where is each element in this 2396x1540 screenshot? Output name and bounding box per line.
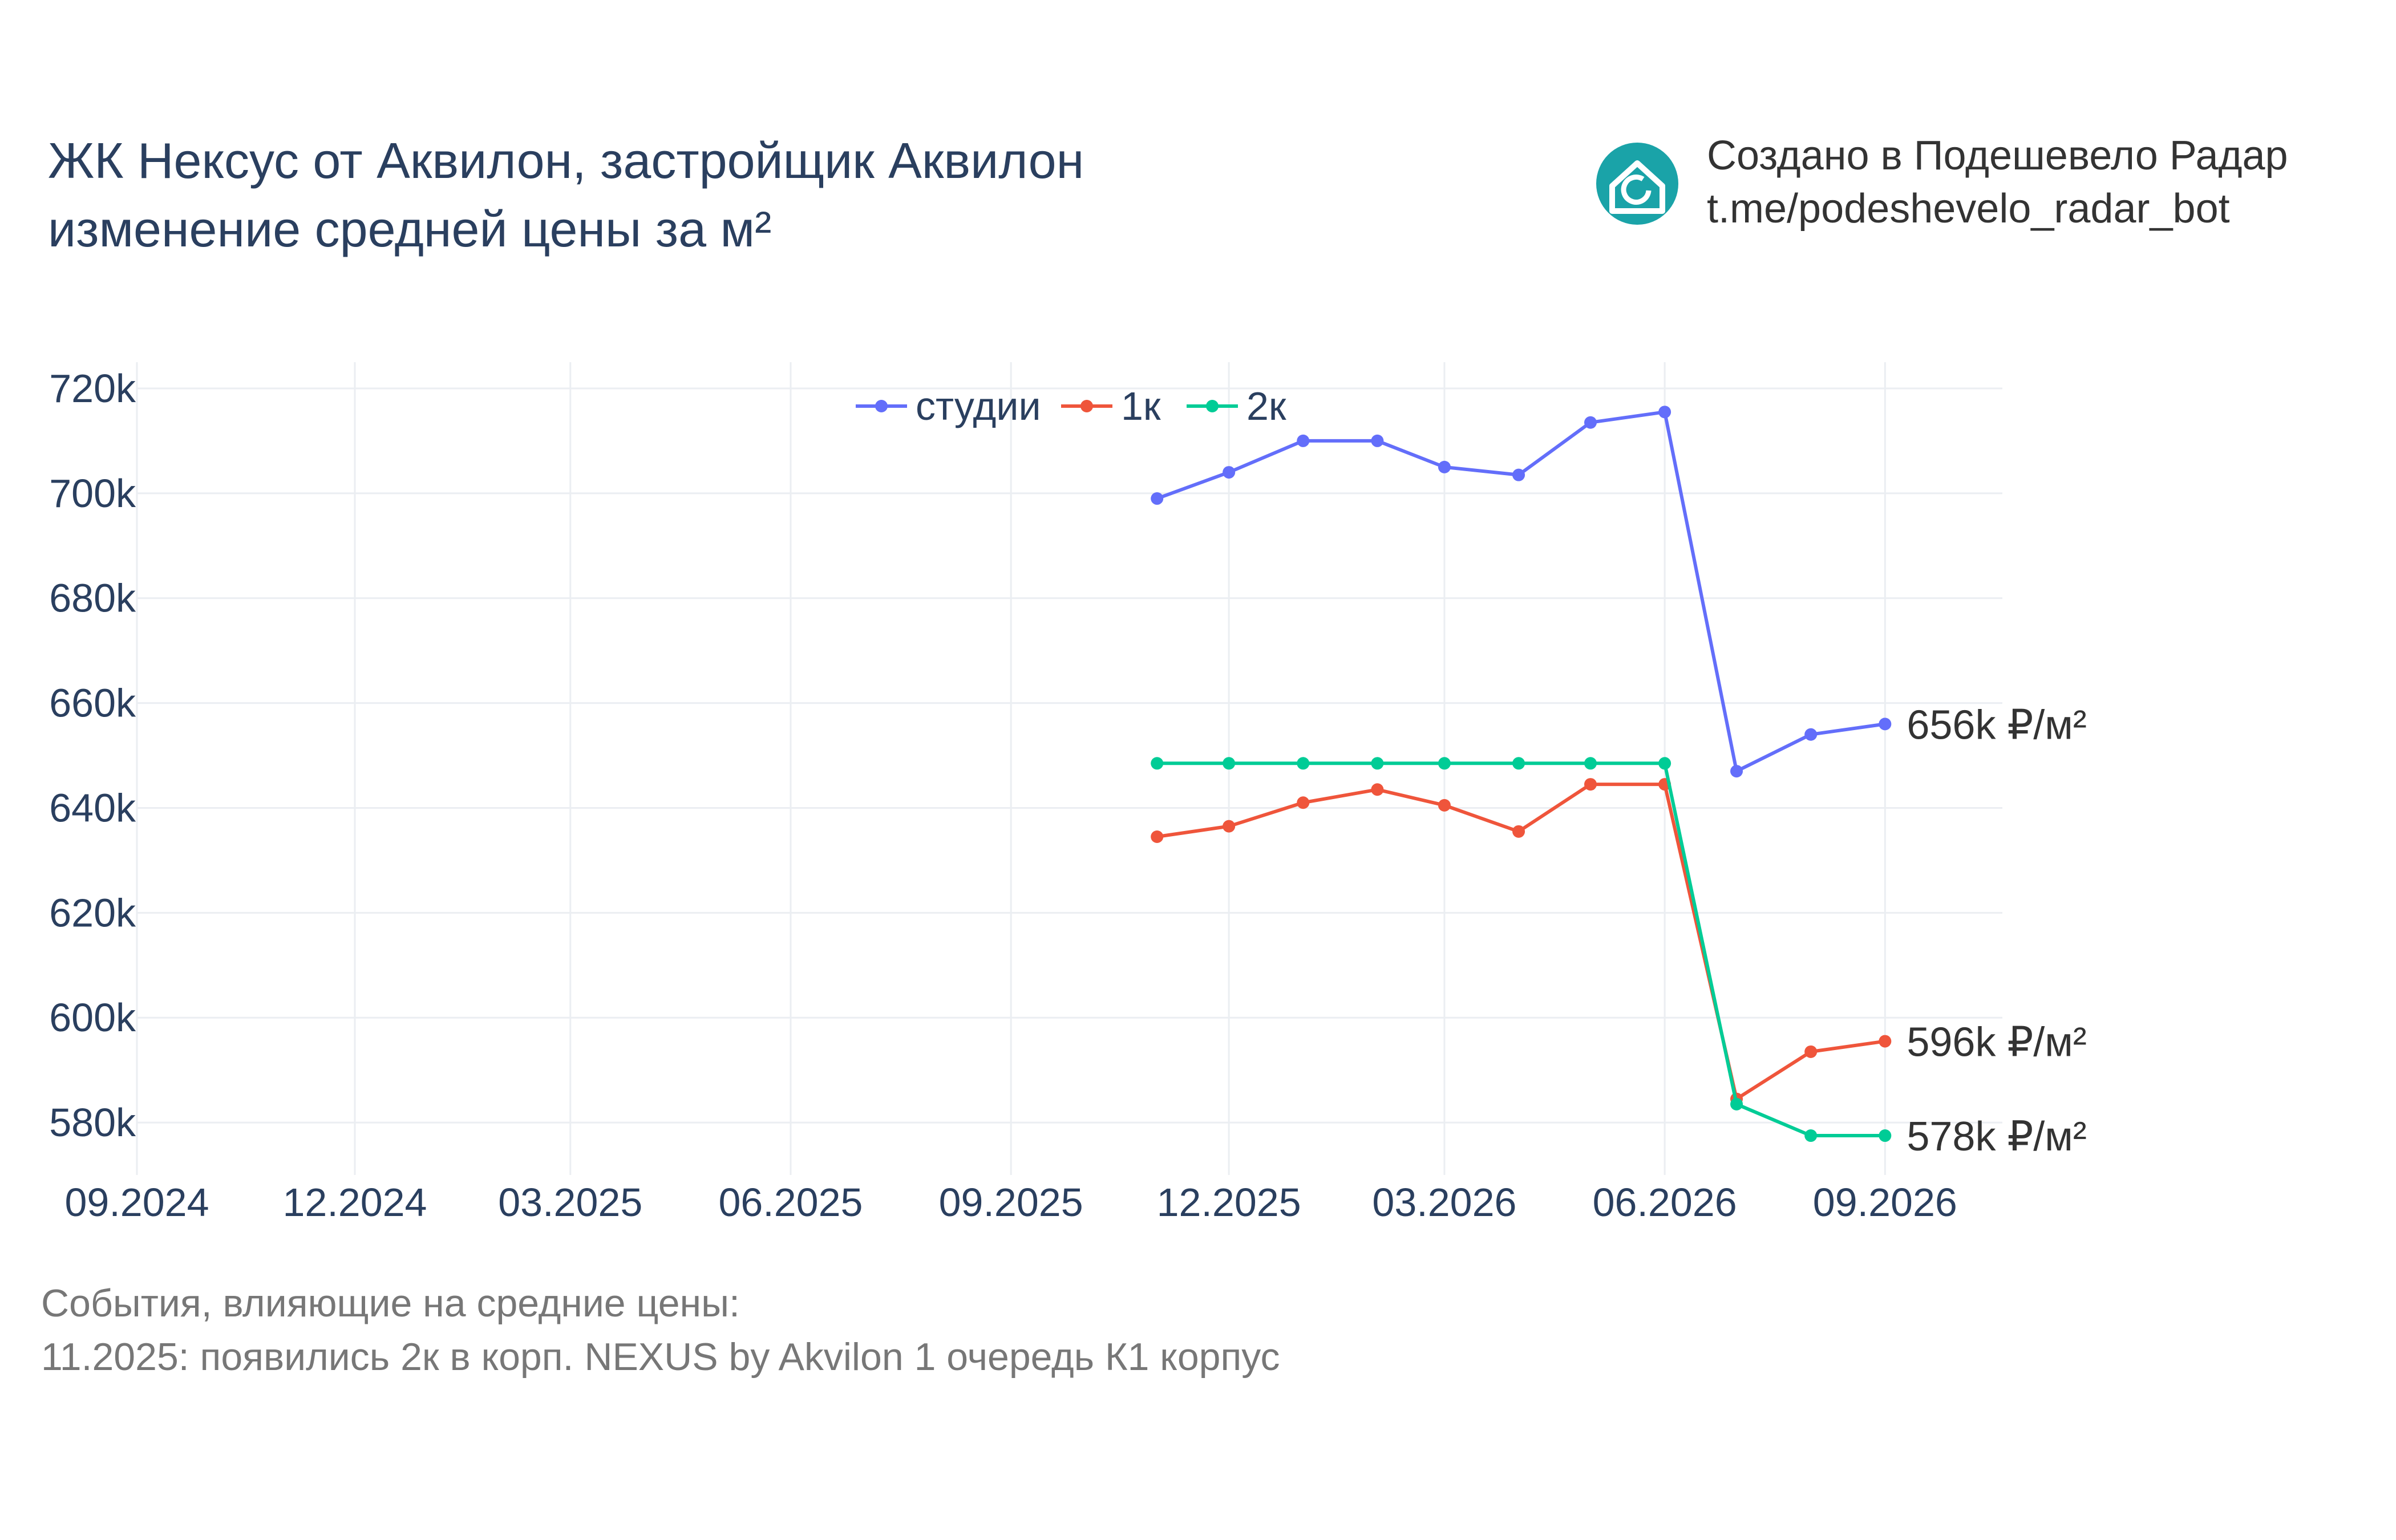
- end-label: 578k ₽/м²: [1907, 1114, 2086, 1160]
- data-point: [1879, 1129, 1892, 1142]
- data-point: [1584, 757, 1597, 770]
- data-point: [1371, 757, 1384, 770]
- data-point: [1438, 757, 1451, 770]
- y-tick-label: 700k: [49, 471, 136, 516]
- y-tick-label: 720k: [49, 366, 136, 411]
- legend-item: студии: [856, 384, 1041, 428]
- end-labels: 656k ₽/м² 596k ₽/м² 578k ₽/м²: [1907, 702, 2086, 1160]
- x-tick-label: 12.2025: [1157, 1180, 1301, 1225]
- data-point: [1584, 778, 1597, 791]
- legend-swatch-point: [875, 400, 888, 412]
- data-point: [1804, 728, 1818, 741]
- data-point: [1730, 765, 1743, 778]
- chart-title-line2: изменение средней цены за м²: [48, 201, 771, 257]
- y-axis-ticks: 580k 600k 620k 640k 660k 680k 700k 720k: [49, 366, 136, 1145]
- x-tick-label: 03.2026: [1372, 1180, 1516, 1225]
- legend-item: 2к: [1187, 384, 1286, 428]
- events-item: 11.2025: появились 2к в корп. NEXUS by A…: [41, 1335, 1280, 1379]
- data-point: [1151, 492, 1164, 505]
- y-tick-label: 620k: [49, 890, 136, 935]
- data-point: [1151, 830, 1164, 844]
- data-point: [1297, 757, 1310, 770]
- logo-circle: [1596, 143, 1678, 225]
- series-lines: [1151, 406, 1892, 1142]
- y-tick-label: 600k: [49, 995, 136, 1040]
- data-point: [1223, 757, 1236, 770]
- series-0: [1151, 406, 1892, 778]
- data-point: [1879, 718, 1892, 731]
- data-point: [1223, 466, 1236, 479]
- data-point: [1223, 820, 1236, 833]
- legend-label: 1к: [1121, 384, 1161, 428]
- data-point: [1804, 1045, 1818, 1058]
- data-point: [1297, 434, 1310, 447]
- series-2: [1151, 757, 1892, 1142]
- data-point: [1151, 757, 1164, 770]
- y-tick-label: 580k: [49, 1100, 136, 1145]
- x-tick-label: 06.2026: [1593, 1180, 1737, 1225]
- data-point: [1879, 1035, 1892, 1048]
- data-point: [1371, 783, 1384, 796]
- data-point: [1658, 757, 1671, 770]
- series-1: [1151, 778, 1892, 1105]
- legend-swatch-point: [1206, 400, 1219, 412]
- x-tick-label: 06.2025: [718, 1180, 863, 1225]
- logo-house-shape: [1609, 160, 1665, 214]
- x-tick-label: 09.2025: [939, 1180, 1083, 1225]
- logo-refresh-arrow: [1621, 175, 1652, 205]
- x-tick-label: 12.2024: [282, 1180, 427, 1225]
- series-line: [1157, 761, 1885, 1138]
- data-point: [1438, 799, 1451, 812]
- y-tick-label: 640k: [49, 785, 136, 830]
- x-axis-ticks: 09.2024 12.2024 03.2025 06.2025 09.2025 12.20…: [64, 1180, 1957, 1225]
- credit-line1: Создано в Подешевело Радар: [1707, 133, 2288, 179]
- x-tick-label: 09.2024: [64, 1180, 209, 1225]
- legend: студии 1к 2к: [856, 384, 1286, 428]
- data-point: [1371, 434, 1384, 447]
- y-tick-label: 680k: [49, 576, 136, 621]
- legend-item: 1к: [1061, 384, 1161, 428]
- logo-house-refresh-icon: [1596, 143, 1678, 225]
- x-tick-label: 03.2025: [498, 1180, 642, 1225]
- legend-label: 2к: [1246, 384, 1286, 428]
- legend-swatch-point: [1080, 400, 1093, 412]
- data-point: [1438, 460, 1451, 473]
- data-point: [1804, 1129, 1818, 1142]
- grid-lines: [136, 362, 2002, 1175]
- data-point: [1584, 416, 1597, 429]
- end-label: 596k ₽/м²: [1907, 1020, 2086, 1065]
- chart-title-line1: ЖК Нексус от Аквилон, застройщик Аквилон: [48, 132, 1084, 189]
- data-point: [1658, 406, 1671, 419]
- events-heading: События, влияющие на средние цены:: [41, 1282, 740, 1325]
- data-point: [1730, 1097, 1743, 1111]
- credit-line2: t.me/podeshevelo_radar_bot: [1707, 186, 2230, 232]
- data-point: [1512, 757, 1525, 770]
- data-point: [1512, 825, 1525, 838]
- legend-label: студии: [916, 384, 1041, 428]
- data-point: [1297, 796, 1310, 809]
- end-label: 656k ₽/м²: [1907, 702, 2086, 748]
- x-tick-label: 09.2026: [1813, 1180, 1957, 1225]
- series-line: [1156, 410, 1885, 773]
- data-point: [1512, 468, 1525, 481]
- y-tick-label: 660k: [49, 681, 136, 726]
